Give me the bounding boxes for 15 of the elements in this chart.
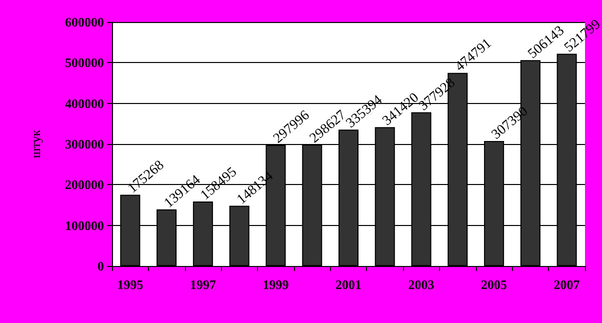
x-tick-label: 1997 — [190, 277, 216, 292]
y-tick-label: 500000 — [65, 55, 104, 70]
x-tick-label: 1999 — [262, 277, 290, 292]
x-tick-label: 2003 — [408, 277, 435, 292]
y-tick-label: 400000 — [65, 96, 104, 111]
x-tick-label: 2001 — [336, 277, 362, 292]
y-tick-label: 100000 — [65, 218, 104, 233]
x-tick-label: 1995 — [117, 277, 144, 292]
y-tick-label: 0 — [98, 258, 104, 274]
y-tick-label: 300000 — [65, 136, 104, 152]
y-tick-label: 200000 — [65, 177, 104, 192]
x-tick-label: 2005 — [481, 277, 508, 292]
x-tick-label: 2007 — [554, 277, 580, 292]
y-tick-label: 600000 — [65, 14, 104, 30]
y-axis-title: штук — [28, 129, 43, 158]
